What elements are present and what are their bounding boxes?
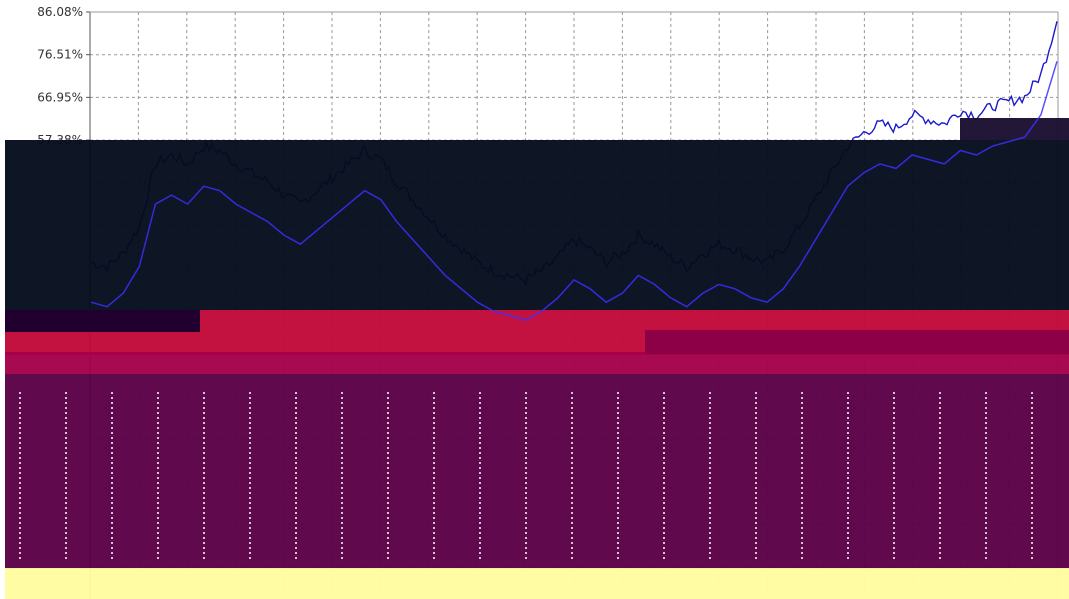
purple-glitch-band [5, 374, 1069, 569]
y-tick-label: 66.95% [37, 90, 83, 104]
glitch-block [645, 330, 1069, 354]
glitch-block [5, 310, 200, 332]
glitch-block [960, 118, 1069, 140]
rendering-artifact-overlay [5, 61, 1069, 599]
magenta-glitch-band [5, 352, 1069, 374]
yellow-glitch-band [5, 568, 1069, 599]
dark-glitch-band [5, 140, 1069, 310]
y-tick-label: 86.08% [37, 5, 83, 19]
series-line-echo [90, 61, 1058, 321]
y-tick-label: 76.51% [37, 48, 83, 62]
